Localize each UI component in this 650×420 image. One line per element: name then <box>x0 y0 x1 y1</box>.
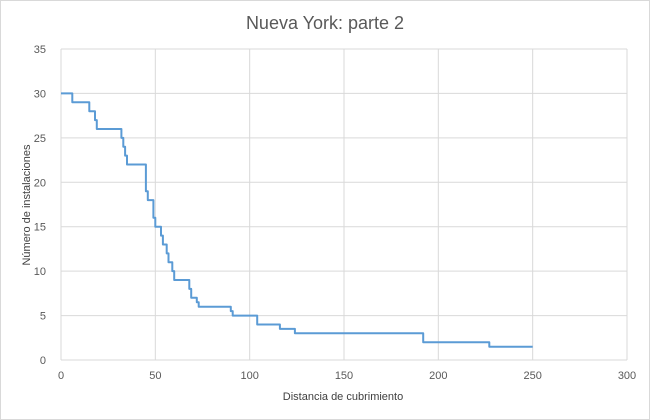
y-tick-label: 30 <box>34 88 46 100</box>
y-tick-labels: 0 5 10 15 20 25 30 35 <box>34 44 46 367</box>
y-axis-label: Número de instalaciones <box>21 144 33 266</box>
x-tick-label: 200 <box>429 370 447 382</box>
y-tick-label: 35 <box>34 44 46 56</box>
x-tick-label: 50 <box>149 370 161 382</box>
x-tick-labels: 0 50 100 150 200 250 300 <box>58 370 636 382</box>
x-tick-label: 100 <box>240 370 258 382</box>
y-tick-label: 15 <box>34 222 46 234</box>
y-tick-label: 10 <box>34 266 46 278</box>
x-tick-label: 150 <box>335 370 353 382</box>
y-tick-label: 0 <box>40 355 46 367</box>
x-tick-label: 250 <box>523 370 541 382</box>
series-layer <box>61 92 533 348</box>
chart-title: Nueva York: parte 2 <box>246 13 404 33</box>
gridlines <box>60 48 628 361</box>
x-tick-label: 0 <box>58 370 64 382</box>
y-tick-label: 20 <box>34 177 46 189</box>
y-tick-label: 25 <box>34 133 46 145</box>
x-tick-label: 300 <box>618 370 636 382</box>
y-tick-label: 5 <box>40 311 46 323</box>
series-line <box>61 92 533 348</box>
x-axis-label: Distancia de cubrimiento <box>283 391 403 403</box>
